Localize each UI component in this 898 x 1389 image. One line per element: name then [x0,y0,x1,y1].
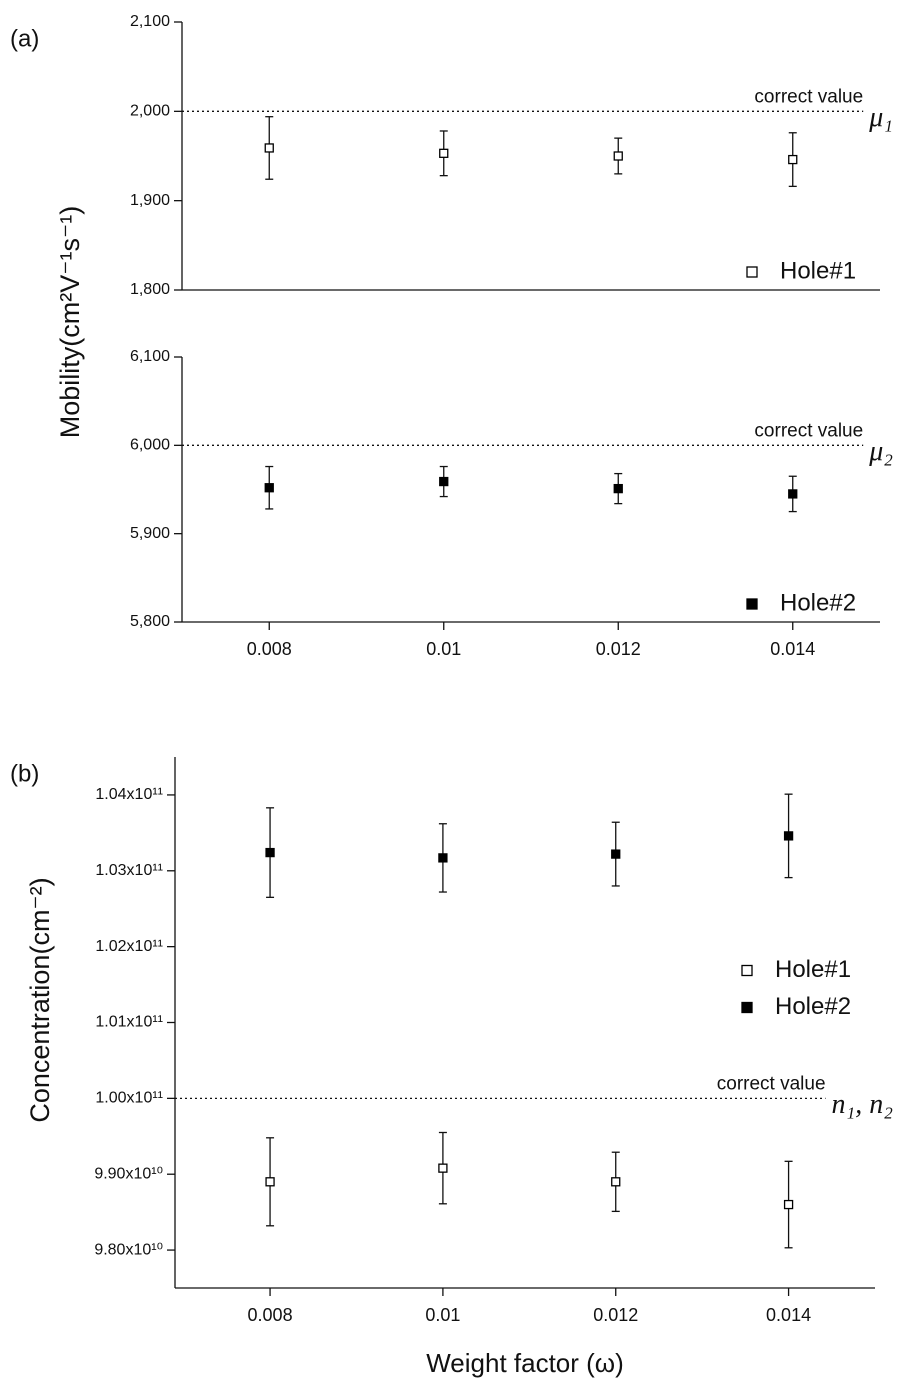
point [264,143,274,153]
x-tick-label: 0.01 [425,1305,460,1325]
point [783,1199,794,1210]
panel-label: (b) [10,760,39,787]
point [613,483,623,494]
legend-label: Hole#2 [780,589,856,616]
x-axis-label: Weight factor (ω) [426,1348,624,1378]
y-tick-label: 1.01x10¹¹ [95,1014,163,1031]
point [438,1163,448,1173]
y-axis-label: Mobility(cm²V⁻¹s⁻¹) [55,206,85,438]
y-tick-label: 9.80x10¹⁰ [94,1241,163,1258]
y-tick-label: 1.03x10¹¹ [95,862,163,879]
x-tick-label: 0.008 [247,639,292,659]
legend-label: Hole#2 [775,993,851,1020]
y-tick-label: 2,100 [130,13,170,30]
x-tick-label: 0.012 [596,639,641,659]
point [264,483,274,493]
legend-marker [741,964,753,977]
legend-marker [741,1001,753,1014]
point [439,148,449,158]
reference-label: correct value [717,1073,826,1094]
point [788,489,798,499]
y-tick-label: 6,000 [130,437,170,454]
point [783,831,794,841]
point [788,154,798,165]
reference-symbol: μ₂ [868,436,893,467]
reference-label: correct value [754,420,863,441]
x-tick-label: 0.01 [426,639,461,659]
y-tick-label: 2,000 [130,103,170,120]
y-tick-label: 1,800 [130,281,170,298]
point [438,853,448,863]
x-tick-label: 0.014 [770,639,815,659]
reference-symbol: μ₁ [868,102,893,133]
y-axis-label: Concentration(cm⁻²) [25,877,55,1122]
point [265,1177,275,1187]
y-tick-label: 5,900 [130,525,170,542]
y-tick-label: 1.04x10¹¹ [95,786,163,803]
legend-label: Hole#1 [775,956,851,983]
point [611,849,621,859]
x-tick-label: 0.008 [248,1305,293,1325]
legend-marker [746,266,758,278]
x-tick-label: 0.012 [593,1305,638,1325]
reference-symbol: n₁, n₂ [832,1089,894,1120]
reference-label: correct value [754,86,863,107]
y-tick-label: 9.90x10¹⁰ [94,1165,163,1182]
point [439,476,449,487]
point [265,847,275,858]
y-tick-label: 5,800 [130,613,170,630]
point [613,151,623,161]
y-tick-label: 1,900 [130,192,170,209]
x-tick-label: 0.014 [766,1305,811,1325]
panel-label: (a) [10,25,39,52]
point [611,1177,621,1187]
y-tick-label: 1.00x10¹¹ [95,1090,163,1107]
y-tick-label: 1.02x10¹¹ [95,938,163,955]
legend-marker [746,598,758,610]
legend-label: Hole#1 [780,257,856,284]
y-tick-label: 6,100 [130,348,170,365]
